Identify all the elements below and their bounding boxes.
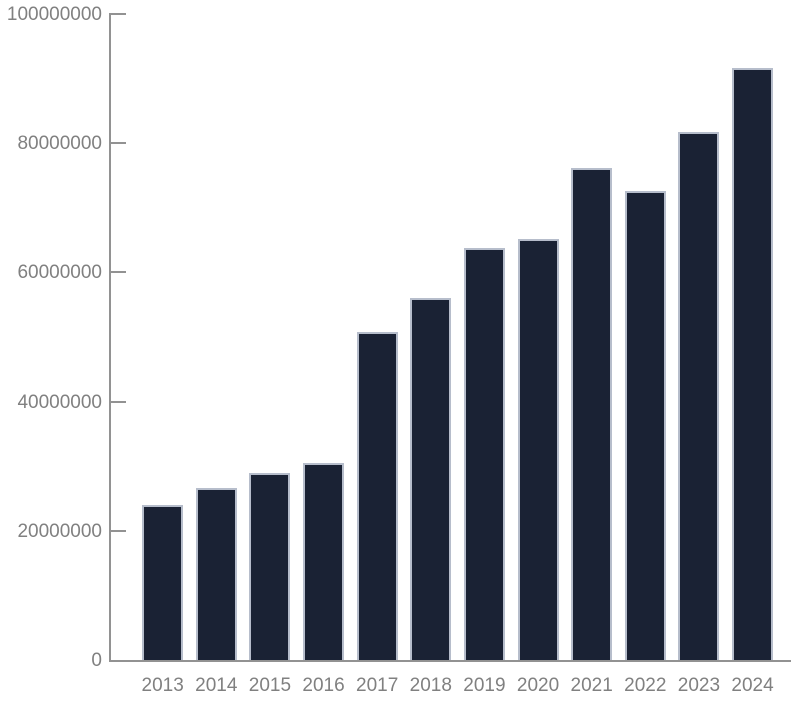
x-tick-label: 2020 <box>516 675 560 696</box>
y-tick-label: 100000000 <box>6 4 102 25</box>
x-tick-label: 2021 <box>570 675 613 696</box>
bar-2015 <box>249 473 291 660</box>
y-tick-label: 0 <box>91 650 102 671</box>
x-tick-label: 2015 <box>248 675 292 696</box>
y-tick-label: 60000000 <box>17 262 102 284</box>
x-tick-label: 2013 <box>141 675 184 696</box>
bar-2017 <box>356 332 398 660</box>
x-tick-label: 2016 <box>302 675 345 696</box>
y-axis-line <box>109 14 111 662</box>
bar-2024 <box>732 67 774 660</box>
y-tick-label: 80000000 <box>17 133 102 155</box>
y-tick-label: 20000000 <box>17 520 102 542</box>
bar-2022 <box>624 191 666 660</box>
y-tick-mark <box>109 13 126 15</box>
bar-2023 <box>678 131 720 660</box>
y-tick-mark <box>109 400 126 403</box>
bar-2018 <box>410 298 452 660</box>
x-tick-label: 2017 <box>356 675 399 696</box>
x-tick-label: 2023 <box>677 675 721 696</box>
bar-2020 <box>517 239 559 660</box>
x-axis-line <box>109 660 791 662</box>
y-tick-mark <box>109 271 126 274</box>
bar-2016 <box>303 462 345 660</box>
x-tick-label: 2014 <box>195 675 238 696</box>
y-tick-label: 40000000 <box>17 391 102 413</box>
bar-2014 <box>195 488 237 660</box>
bar-2019 <box>463 247 505 660</box>
x-tick-label: 2018 <box>409 675 452 696</box>
y-tick-mark <box>109 529 126 532</box>
x-tick-label: 2024 <box>731 675 774 696</box>
x-tick-label: 2019 <box>463 675 506 696</box>
bar-2021 <box>571 168 613 660</box>
bar-2013 <box>142 504 184 660</box>
x-tick-label: 2022 <box>624 675 667 696</box>
y-tick-mark <box>109 142 126 145</box>
